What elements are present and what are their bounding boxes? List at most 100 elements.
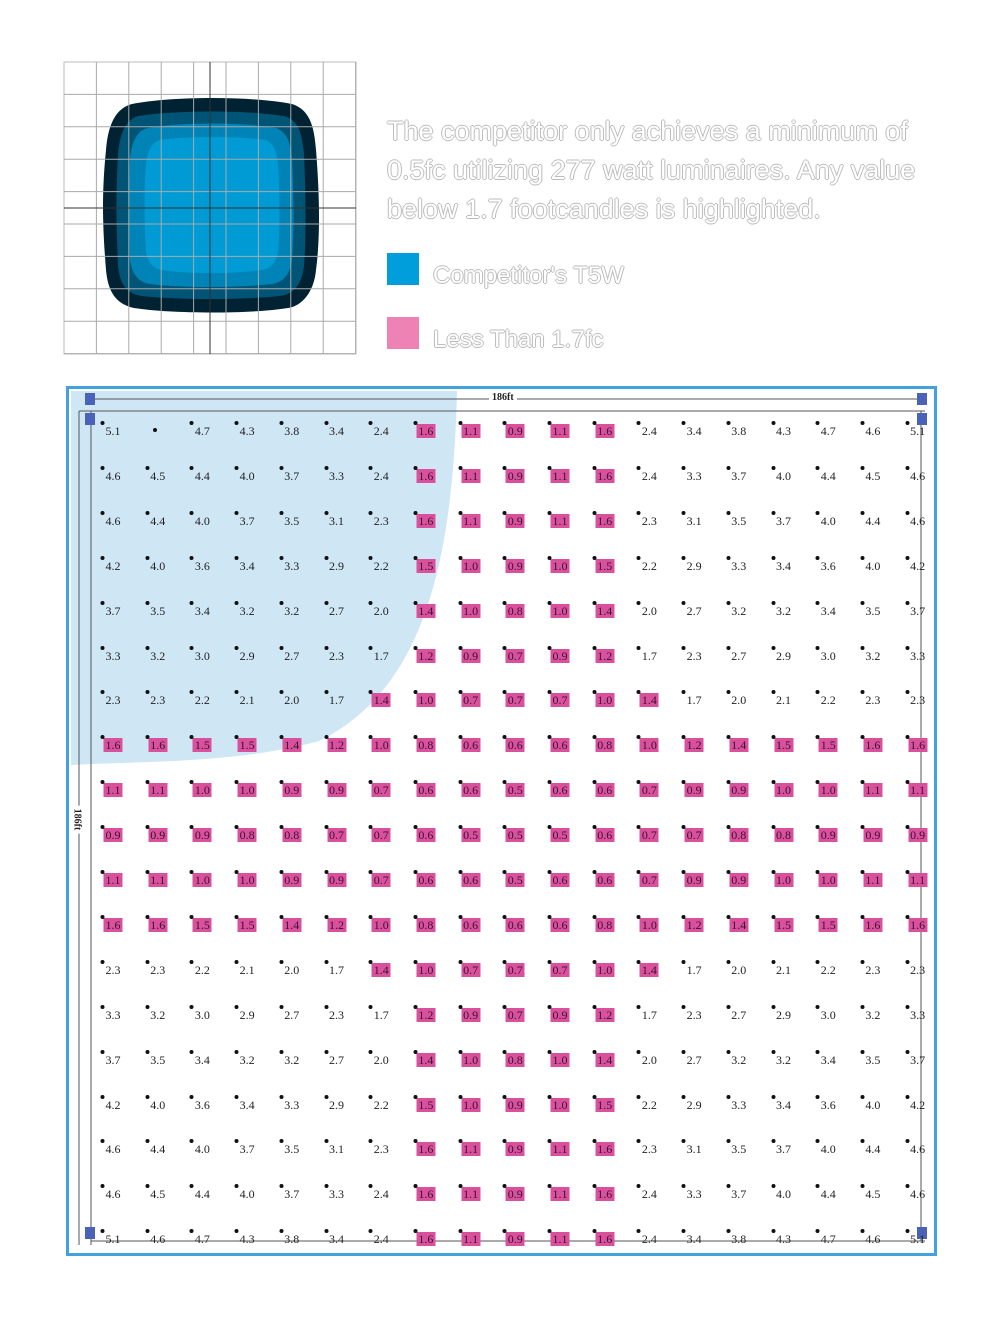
footcandle-text: 4.3: [776, 1232, 791, 1247]
footcandle-text: 1.0: [597, 693, 613, 708]
measurement-point-icon: [458, 735, 463, 740]
measurement-point-icon: [413, 555, 418, 560]
footcandle-value-low: 1.6: [413, 421, 436, 438]
footcandle-value-low: 1.0: [771, 780, 793, 798]
footcandle-text: 2.1: [239, 962, 255, 977]
measurement-point-icon: [324, 555, 328, 560]
footcandle-text: 3.0: [820, 648, 836, 663]
measurement-point-icon: [860, 780, 865, 785]
footcandle-text: 2.0: [284, 962, 300, 977]
footcandle-value-low: 1.2: [324, 914, 346, 932]
measurement-point-icon: [502, 1049, 507, 1054]
measurement-point-icon: [324, 1229, 328, 1234]
footcandle-text: 0.5: [507, 828, 523, 843]
measurement-point-icon: [458, 870, 463, 874]
measurement-point-icon: [547, 645, 552, 650]
footcandle-value: 4.3: [234, 1229, 257, 1246]
footcandle-value: 2.7: [681, 1049, 704, 1067]
footcandle-text: 3.3: [105, 648, 121, 663]
footcandle-value-low: 1.6: [592, 421, 615, 438]
footcandle-text: 3.3: [284, 1097, 300, 1112]
footcandle-value-low: 1.6: [592, 1139, 615, 1157]
footcandle-text: 1.2: [329, 738, 344, 753]
measurement-point-icon: [636, 1184, 641, 1189]
measurement-point-icon: [458, 1184, 463, 1189]
measurement-point-icon: [324, 959, 328, 964]
footcandle-text: 1.4: [373, 962, 389, 977]
footcandle-value-low: 0.9: [189, 825, 212, 843]
footcandle-text: 1.1: [463, 1142, 479, 1157]
footcandle-value: 2.9: [681, 1094, 704, 1112]
footcandle-text: 1.4: [284, 917, 300, 932]
measurement-point-icon: [100, 914, 105, 919]
measurement-point-icon: [413, 1229, 418, 1234]
footcandle-value: 3.8: [726, 1229, 748, 1246]
footcandle-value: 4.4: [145, 510, 167, 528]
measurement-point-icon: [681, 690, 686, 695]
measurement-point-icon: [458, 645, 463, 650]
footcandle-text: 2.9: [686, 558, 702, 573]
measurement-point-icon: [592, 510, 597, 515]
measurement-point-icon: [771, 555, 775, 560]
footcandle-text: 0.9: [507, 424, 523, 438]
footcandle-value: 4.0: [815, 510, 838, 528]
footcandle-text: 0.9: [284, 873, 300, 887]
footcandle-text: 1.6: [150, 917, 166, 932]
footcandle-text: 5.1: [105, 424, 121, 438]
measurement-point-icon: [860, 1184, 865, 1189]
footcandle-text: 3.4: [239, 558, 255, 573]
footcandle-text: 0.6: [463, 783, 479, 798]
footcandle-value-low: 1.1: [145, 780, 168, 798]
measurement-point-icon: [234, 1229, 239, 1234]
footcandle-text: 1.1: [463, 1187, 479, 1202]
footcandle-value-low: 1.5: [413, 1094, 436, 1112]
footcandle-value: 2.0: [636, 1049, 659, 1067]
footcandle-text: 0.6: [597, 828, 613, 843]
measurement-point-icon: [547, 421, 552, 425]
footcandle-value: 3.7: [905, 600, 927, 618]
footcandle-text: 0.7: [507, 648, 523, 663]
footcandle-value-low: 0.7: [681, 825, 704, 843]
footcandle-value: 2.7: [279, 645, 301, 663]
footcandle-value: 2.2: [189, 690, 212, 707]
footcandle-value: 3.2: [279, 1049, 301, 1067]
footcandle-value: 2.9: [234, 1004, 257, 1022]
luminaire-marker: [85, 413, 95, 425]
footcandle-value: 3.1: [324, 510, 346, 528]
footcandle-text: 0.7: [507, 1007, 523, 1022]
footcandle-value-low: 1.0: [458, 1094, 481, 1112]
footcandle-text: 0.8: [731, 828, 747, 843]
footcandle-text: 3.2: [284, 1052, 300, 1067]
footcandle-value-low: 1.1: [547, 465, 570, 483]
measurement-point-icon: [279, 1184, 284, 1189]
footcandle-text: 1.6: [865, 738, 881, 753]
footcandle-value: 3.5: [279, 510, 301, 528]
measurement-point-icon: [502, 1139, 507, 1144]
footcandle-text: 2.2: [373, 1097, 389, 1112]
footcandle-value: 3.4: [324, 421, 346, 438]
footcandle-value-low: 1.5: [771, 914, 793, 932]
footcandle-value: 2.2: [815, 959, 838, 977]
measurement-point-icon: [458, 510, 463, 515]
measurement-point-icon: [547, 735, 552, 740]
measurement-point-icon: [189, 510, 194, 515]
footcandle-value: 4.6: [860, 1229, 882, 1246]
footcandle-text: 1.1: [552, 1187, 568, 1202]
footcandle-value: 3.5: [726, 1139, 748, 1156]
footcandle-text: 4.7: [194, 424, 210, 438]
measurement-point-icon: [860, 1229, 865, 1234]
footcandle-value-low: 1.6: [860, 914, 883, 932]
footcandle-text: 4.6: [865, 424, 881, 438]
measurement-point-icon: [771, 1139, 775, 1144]
footcandle-value-low: 1.1: [547, 510, 570, 528]
footcandle-text: 1.4: [418, 1052, 434, 1067]
footcandle-text: 3.4: [239, 1097, 255, 1112]
footcandle-text: 2.9: [686, 1097, 702, 1112]
footcandle-text: 1.6: [597, 513, 613, 528]
measurement-point-icon: [279, 1004, 284, 1009]
footcandle-value: 3.3: [100, 645, 123, 663]
footcandle-value: 4.0: [860, 555, 882, 573]
measurement-point-icon: [547, 600, 552, 605]
footcandle-text: 2.3: [641, 1142, 657, 1157]
footcandle-text: 3.6: [194, 558, 210, 573]
